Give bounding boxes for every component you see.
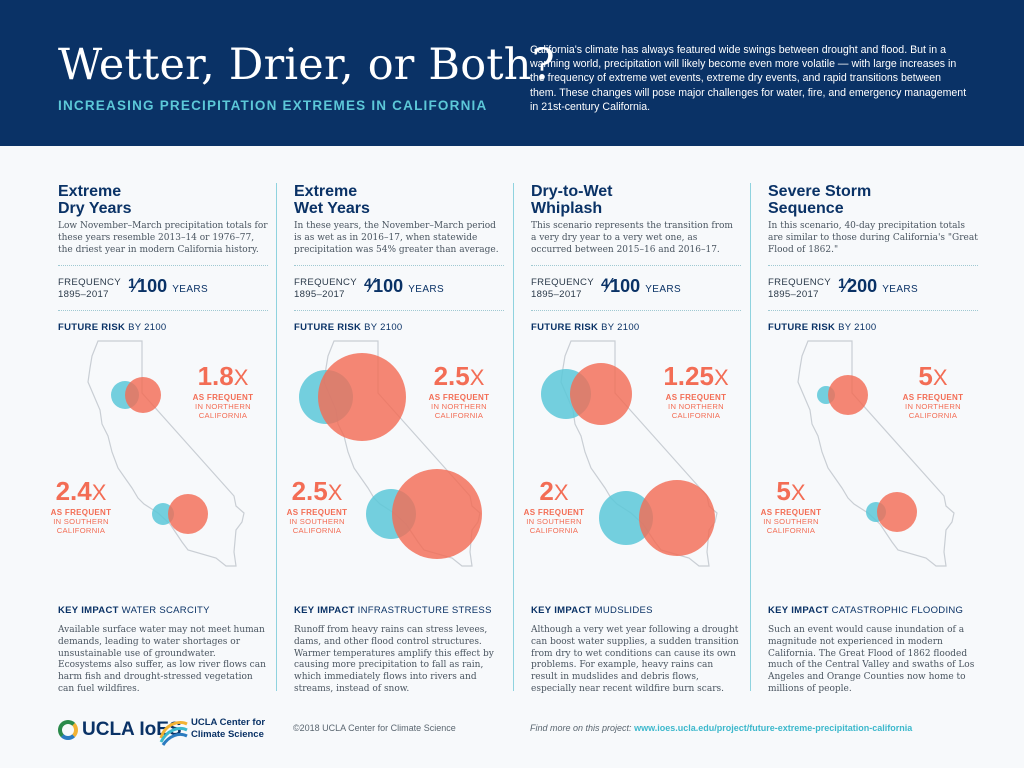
key-impact-description: Available surface water may not meet hum… [58,625,266,694]
south-future-circle [639,480,715,556]
scenario-title: Extreme Wet Years [294,183,370,217]
south-future-circle [877,492,917,532]
dotted-divider [531,310,741,311]
scenario-description: This scenario represents the transition … [531,221,733,255]
key-impact-description: Although a very wet year following a dro… [531,625,739,694]
california-outline-icon [87,340,245,567]
scenario-title: Extreme Dry Years [58,183,132,217]
page-subtitle: INCREASING PRECIPITATION EXTREMES IN CAL… [58,98,488,113]
california-map: 5X AS FREQUENT IN NORTHERN CALIFORNIA 5X… [761,338,978,578]
ucla-climate-science-logo: UCLA Center for Climate Science [157,714,267,746]
north-future-circle [570,363,632,425]
column-divider [750,183,751,691]
scenario-description: In these years, the November–March perio… [294,221,499,255]
dotted-divider [294,265,504,266]
column-divider [276,183,277,691]
frequency-value: 4⁄100 YEARS [364,275,445,297]
key-impact-label: KEY IMPACT WATER SCARCITY [58,605,210,616]
frequency-value: 1⁄100 YEARS [128,275,209,297]
footer: UCLA IoES UCLA Center for Climate Scienc… [0,710,1024,750]
key-impact-description: Runoff from heavy rains can stress levee… [294,625,494,694]
california-outline-icon [797,340,955,567]
frequency-block: FREQUENCY 1895–2017 4⁄100 YEARS [531,275,682,300]
dotted-divider [294,310,504,311]
frequency-block: FREQUENCY 1895–2017 1⁄200 YEARS [768,275,919,300]
scenario-description: Low November–March precipitation totals … [58,221,268,255]
climate-arc-icon [159,721,188,746]
north-multiplier: 1.25X AS FREQUENT IN NORTHERN CALIFORNIA [663,361,729,420]
california-map: 1.8X AS FREQUENT IN NORTHERN CALIFORNIA … [51,338,268,578]
ioes-ring-icon [58,720,78,740]
dotted-divider [58,310,268,311]
scenario-title: Dry-to-Wet Whiplash [531,183,613,217]
dotted-divider [768,265,978,266]
dotted-divider [58,265,268,266]
scenario-dry-to-wet-whiplash: Dry-to-Wet Whiplash This scenario repres… [524,183,741,703]
column-divider [513,183,514,691]
scenario-extreme-dry-years: Extreme Dry Years Low November–March pre… [51,183,268,703]
california-map: 2.5X AS FREQUENT IN NORTHERN CALIFORNIA … [287,338,504,578]
north-multiplier: 1.8X AS FREQUENT IN NORTHERN CALIFORNIA [192,361,254,420]
south-future-circle [168,494,208,534]
south-multiplier: 2.4X AS FREQUENT IN SOUTHERN CALIFORNIA [50,476,112,535]
north-future-circle [125,377,161,413]
north-multiplier: 2.5X AS FREQUENT IN NORTHERN CALIFORNIA [428,361,490,420]
key-impact-description: Such an event would cause inundation of … [768,625,975,694]
south-multiplier: 2.5X AS FREQUENT IN SOUTHERN CALIFORNIA [286,476,348,535]
future-risk-label: FUTURE RISK BY 2100 [294,322,403,333]
south-historical-circle [599,491,653,545]
dotted-divider [531,265,741,266]
future-risk-label: FUTURE RISK BY 2100 [58,322,167,333]
california-map: 1.25X AS FREQUENT IN NORTHERN CALIFORNIA… [524,338,741,578]
frequency-value: 4⁄100 YEARS [601,275,682,297]
south-future-circle [392,469,482,559]
scenario-title: Severe Storm Sequence [768,183,872,217]
scenario-description: In this scenario, 40-day precipitation t… [768,221,978,255]
south-historical-circle [152,503,174,525]
future-risk-label: FUTURE RISK BY 2100 [531,322,640,333]
header-banner: Wetter, Drier, or Both? INCREASING PRECI… [0,0,1024,146]
key-impact-label: KEY IMPACT CATASTROPHIC FLOODING [768,605,964,616]
project-link[interactable]: www.ioes.ucla.edu/project/future-extreme… [634,723,913,733]
frequency-block: FREQUENCY 1895–2017 4⁄100 YEARS [294,275,445,300]
frequency-block: FREQUENCY 1895–2017 1⁄100 YEARS [58,275,209,300]
key-impact-label: KEY IMPACT INFRASTRUCTURE STRESS [294,605,492,616]
copyright-text: ©2018 UCLA Center for Climate Science [293,723,456,733]
scenario-severe-storm-sequence: Severe Storm Sequence In this scenario, … [761,183,978,703]
frequency-value: 1⁄200 YEARS [838,275,919,297]
south-multiplier: 5X AS FREQUENT IN SOUTHERN CALIFORNIA [760,476,822,535]
california-outline-icon [541,340,718,567]
intro-paragraph: California's climate has always featured… [530,44,967,113]
scenario-extreme-wet-years: Extreme Wet Years In these years, the No… [287,183,504,703]
north-multiplier: 5X AS FREQUENT IN NORTHERN CALIFORNIA [902,361,964,420]
find-more: Find more on this project: www.ioes.ucla… [530,723,913,733]
south-multiplier: 2X AS FREQUENT IN SOUTHERN CALIFORNIA [523,476,585,535]
north-future-circle [828,375,868,415]
key-impact-label: KEY IMPACT MUDSLIDES [531,605,653,616]
dotted-divider [768,310,978,311]
page-title: Wetter, Drier, or Both? [58,40,555,90]
future-risk-label: FUTURE RISK BY 2100 [768,322,877,333]
california-outline-icon [299,340,482,567]
north-future-circle [318,353,406,441]
